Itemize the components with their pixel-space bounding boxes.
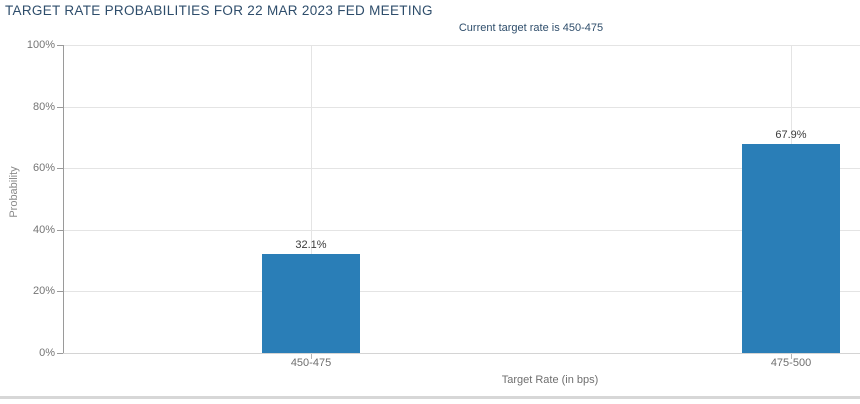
x-tick-mark bbox=[311, 354, 312, 359]
bar-value-label: 67.9% bbox=[775, 129, 807, 141]
bar-value-label: 32.1% bbox=[295, 239, 327, 251]
x-tick-label: 475-500 bbox=[770, 357, 812, 369]
y-tick-label: 0% bbox=[39, 347, 55, 359]
chart-title: TARGET RATE PROBABILITIES FOR 22 MAR 202… bbox=[5, 3, 433, 18]
y-tick-mark bbox=[57, 230, 63, 231]
chart-subtitle: Current target rate is 450-475 bbox=[458, 22, 604, 34]
y-axis-title: Probability bbox=[8, 166, 20, 218]
y-axis-line bbox=[63, 45, 64, 354]
h-gridline bbox=[63, 230, 860, 231]
h-gridline bbox=[63, 291, 860, 292]
bar[interactable] bbox=[262, 254, 360, 353]
y-tick-mark bbox=[57, 291, 63, 292]
bottom-separator-line bbox=[0, 396, 860, 399]
y-tick-label: 80% bbox=[32, 101, 55, 113]
y-tick-mark bbox=[57, 107, 63, 108]
y-tick-label: 60% bbox=[32, 162, 55, 174]
y-tick-mark bbox=[57, 45, 63, 46]
y-tick-label: 20% bbox=[32, 285, 55, 297]
x-axis-title: Target Rate (in bps) bbox=[501, 374, 599, 386]
y-tick-mark bbox=[57, 353, 63, 354]
x-axis-line bbox=[63, 353, 860, 354]
h-gridline bbox=[63, 168, 860, 169]
y-tick-label: 40% bbox=[32, 224, 55, 236]
v-gridline bbox=[311, 45, 312, 353]
y-tick-label: 100% bbox=[26, 39, 55, 51]
y-tick-mark bbox=[57, 168, 63, 169]
x-tick-label: 450-475 bbox=[290, 357, 332, 369]
bar[interactable] bbox=[742, 144, 840, 353]
x-tick-mark bbox=[791, 354, 792, 359]
h-gridline bbox=[63, 107, 860, 108]
h-gridline bbox=[63, 45, 860, 46]
